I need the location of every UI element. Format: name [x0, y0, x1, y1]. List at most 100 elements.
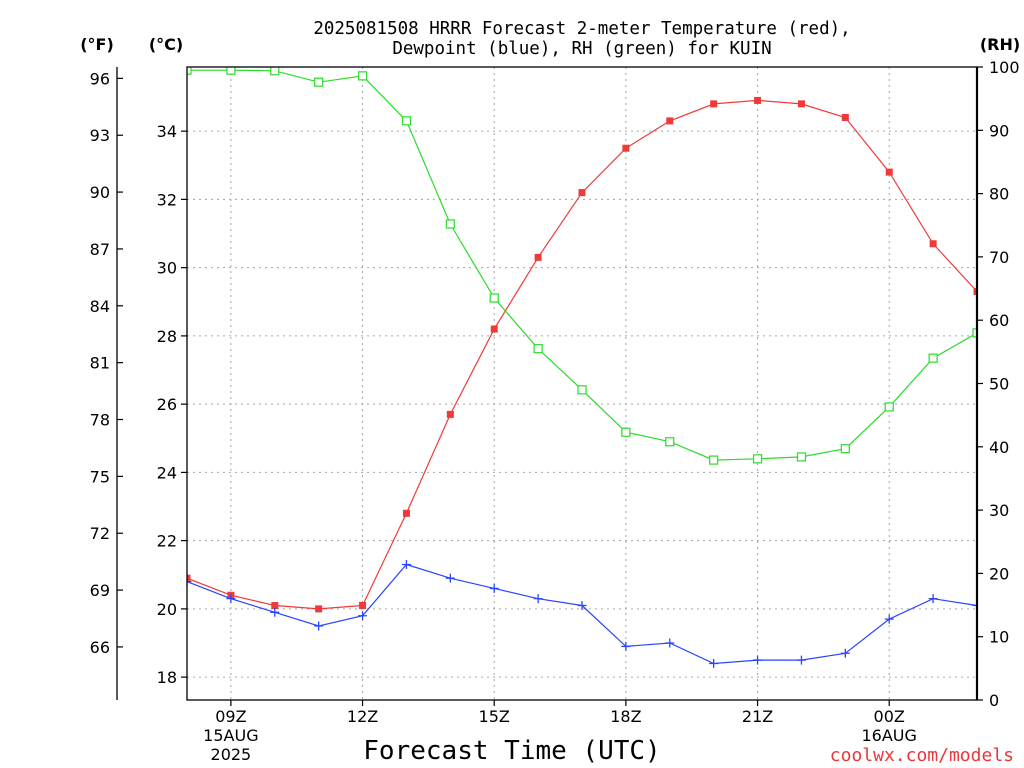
rh-tick-label: 90 — [989, 121, 1009, 140]
rh-point — [752, 454, 763, 464]
dewpoint-point — [270, 607, 280, 617]
rh-point — [533, 344, 543, 354]
rh-point — [840, 444, 850, 454]
celsius-tick-label: 34 — [157, 122, 177, 141]
dewpoint-point — [753, 655, 763, 665]
rh-point — [270, 67, 280, 76]
fahrenheit-tick-label: 66 — [90, 638, 110, 657]
rh-point — [577, 385, 587, 395]
dewpoint-point — [621, 641, 631, 651]
rh-tick-label: 60 — [989, 311, 1009, 330]
series-name-temperature: 2-meter Temperature — [577, 19, 777, 39]
dewpoint-point — [314, 621, 324, 631]
rh-tick-label: 100 — [989, 58, 1020, 77]
2-meter-temperature-series — [187, 96, 977, 613]
fahrenheit-tick-label: 87 — [90, 240, 110, 259]
rh-point — [796, 452, 807, 462]
2-meter-temperature-point — [754, 96, 762, 104]
rh-point — [226, 67, 236, 75]
dewpoint-point — [840, 648, 850, 658]
celsius-tick-label: 24 — [157, 463, 177, 482]
rh-series — [187, 67, 977, 465]
dewpoint-point — [709, 658, 719, 668]
x-tick-date-label: 16AUG — [862, 726, 917, 745]
dewpoint-point — [928, 594, 938, 604]
dewpoint-point — [401, 560, 411, 570]
2-meter-temperature-point — [446, 410, 454, 418]
fahrenheit-tick-label: 96 — [90, 69, 110, 88]
series-name-dewpoint: Dewpoint — [392, 39, 476, 59]
dewpoint-point — [577, 600, 587, 610]
title-rh-color-note: (green) for KUIN — [603, 39, 772, 59]
fahrenheit-tick-label: 81 — [90, 354, 110, 373]
rh-tick-label: 70 — [989, 248, 1009, 267]
2-meter-temperature-point — [187, 574, 191, 582]
dewpoint-point — [972, 600, 977, 610]
credit-text: coolwx.com/models — [830, 745, 1014, 766]
fahrenheit-tick-label: 84 — [90, 297, 110, 316]
rh-tick-label: 0 — [989, 691, 999, 710]
rh-tick-label: 80 — [989, 185, 1009, 204]
chart-title-line-1: 2025081508 HRRR Forecast 2-meter Tempera… — [313, 19, 850, 39]
title-dewpoint-color-note: (blue), — [487, 39, 561, 59]
x-tick-label: 21Z — [742, 707, 773, 726]
x-tick-label: 18Z — [610, 707, 641, 726]
rh-axis-unit: (RH) — [980, 35, 1020, 54]
rh-point — [357, 71, 368, 81]
2-meter-temperature-point — [973, 288, 977, 296]
fahrenheit-tick-label: 90 — [90, 183, 110, 202]
title-temperature-color-note: (red), — [787, 19, 850, 39]
dewpoint-point — [884, 614, 894, 624]
rh-point — [709, 455, 719, 465]
2-meter-temperature-point — [490, 325, 498, 333]
series-name-rh: RH — [571, 39, 592, 59]
2-meter-temperature-point — [271, 601, 279, 609]
2-meter-temperature-point — [710, 100, 718, 108]
title-run-label: 2025081508 HRRR Forecast — [313, 19, 566, 39]
x-axis-title: Forecast Time (UTC) — [363, 736, 660, 766]
fahrenheit-tick-label: 78 — [90, 411, 110, 430]
fahrenheit-tick-label: 69 — [90, 581, 110, 600]
2-meter-temperature-point — [315, 605, 323, 613]
celsius-tick-label: 32 — [157, 190, 177, 209]
chart-title-line-2: Dewpoint (blue), RH (green) for KUIN — [392, 39, 771, 59]
rh-point — [187, 67, 192, 75]
dewpoint-point — [489, 583, 499, 593]
x-tick-label: 15Z — [479, 707, 510, 726]
fahrenheit-tick-label: 75 — [90, 467, 110, 486]
celsius-tick-label: 30 — [157, 259, 177, 278]
dewpoint-series — [187, 560, 977, 668]
celsius-axis-unit: (°C) — [149, 35, 183, 54]
dewpoint-point — [533, 594, 543, 604]
2-meter-temperature-point — [622, 144, 630, 152]
rh-point — [665, 437, 675, 447]
rh-point — [401, 116, 412, 126]
rh-tick-label: 20 — [989, 564, 1009, 583]
series-layer — [187, 67, 977, 668]
x-tick-label: 00Z — [874, 707, 905, 726]
dewpoint-point — [796, 655, 806, 665]
2-meter-temperature-point — [359, 601, 367, 609]
rh-point — [928, 353, 938, 363]
x-tick-date-label: 15AUG — [203, 726, 258, 745]
rh-point — [445, 219, 455, 229]
2-meter-temperature-point — [578, 189, 586, 197]
rh-tick-label: 10 — [989, 628, 1009, 647]
rh-tick-label: 50 — [989, 375, 1009, 394]
dewpoint-point — [226, 594, 236, 604]
2-meter-temperature-point — [885, 168, 893, 176]
celsius-tick-label: 18 — [157, 668, 177, 687]
dewpoint-point — [358, 611, 368, 621]
x-tick-label: 12Z — [347, 707, 378, 726]
2-meter-temperature-point — [534, 253, 542, 261]
rh-tick-label: 30 — [989, 501, 1009, 520]
rh-point — [621, 427, 631, 437]
dewpoint-point — [445, 573, 455, 583]
fahrenheit-tick-label: 93 — [90, 126, 110, 145]
fahrenheit-tick-label: 72 — [90, 524, 110, 543]
2-meter-temperature-point — [929, 240, 937, 248]
2-meter-temperature-point — [797, 100, 805, 108]
dewpoint-point — [187, 577, 192, 587]
